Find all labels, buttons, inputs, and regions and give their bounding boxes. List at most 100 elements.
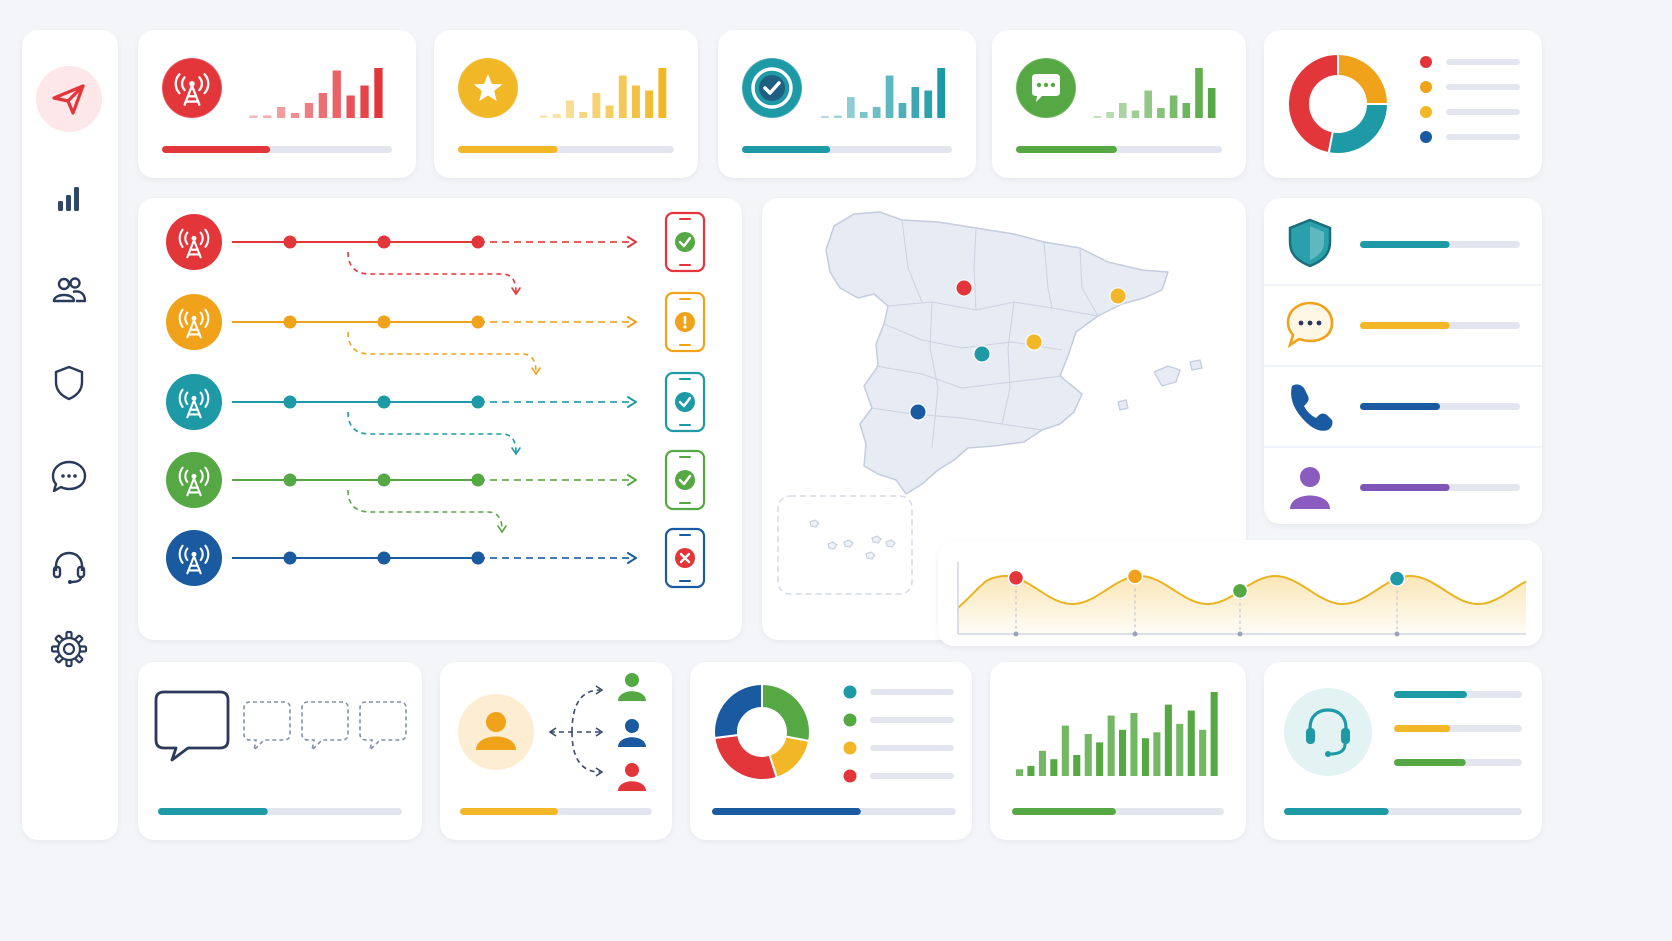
region-border: [887, 301, 1099, 317]
kpi-graphic: [1015, 57, 1222, 153]
antenna-icon: [166, 374, 222, 430]
bar: [277, 107, 286, 118]
progress-fill: [458, 146, 558, 153]
legend-dot: [1420, 131, 1432, 143]
donut-segment: [761, 682, 811, 743]
signal-flow-card: [138, 198, 742, 640]
flow-row[interactable]: [166, 371, 706, 456]
legend-line: [870, 745, 954, 751]
bar: [821, 116, 829, 118]
wave-area: [958, 576, 1526, 634]
device-status[interactable]: [664, 371, 706, 433]
device-status[interactable]: [664, 449, 706, 511]
bars-card[interactable]: [990, 662, 1246, 840]
agent-icon[interactable]: [618, 763, 646, 791]
progress-fill: [742, 146, 831, 153]
island: [843, 539, 854, 548]
legend-dot: [1420, 81, 1432, 93]
bar: [1187, 710, 1195, 776]
progress-fill: [1284, 808, 1389, 815]
bar: [1195, 68, 1203, 118]
chat-card[interactable]: [138, 662, 422, 840]
bar: [924, 90, 933, 118]
agent-icon[interactable]: [618, 719, 646, 747]
nav-settings[interactable]: [36, 616, 102, 682]
map-pin[interactable]: [910, 404, 926, 420]
donut-chart-bottom: [712, 682, 956, 815]
bar: [911, 87, 920, 118]
progress-fill: [460, 808, 558, 815]
region-border: [973, 227, 977, 311]
check-icon: [675, 470, 695, 490]
bar: [847, 97, 855, 118]
wave-marker[interactable]: [1231, 582, 1249, 600]
wave-marker[interactable]: [1126, 568, 1144, 585]
flow-node: [471, 473, 485, 487]
support-card[interactable]: [1264, 662, 1542, 840]
donut-segment: [1327, 103, 1390, 155]
kpi-card-resolved[interactable]: [718, 30, 976, 178]
map-pin[interactable]: [974, 346, 990, 362]
bar: [552, 114, 561, 118]
bar: [318, 93, 327, 118]
bar: [360, 85, 369, 118]
gear-icon: [50, 630, 88, 668]
region-border: [901, 219, 923, 303]
progress-fill: [162, 146, 271, 153]
bar: [1131, 110, 1140, 118]
channels-card: [1264, 198, 1542, 524]
progress-fill: [1360, 322, 1450, 329]
bar: [859, 112, 868, 118]
region-map[interactable]: [762, 198, 1246, 640]
donut-card-bottom[interactable]: [690, 662, 972, 840]
chat-bubble-icon: [154, 690, 230, 762]
flow-row[interactable]: [166, 291, 706, 376]
nav-messages[interactable]: [36, 444, 102, 510]
flow-node: [283, 395, 297, 409]
chat-bubble-placeholder: [243, 701, 291, 753]
bar: [1199, 729, 1207, 776]
kpi-card-rating[interactable]: [434, 30, 698, 178]
flow-row[interactable]: [166, 527, 706, 589]
device-status[interactable]: [664, 211, 706, 273]
user-icon: [1290, 467, 1330, 509]
trend-wave-chart: [957, 562, 1527, 637]
antenna-icon: [166, 530, 222, 586]
headset-icon: [1284, 688, 1372, 776]
device-status[interactable]: [664, 527, 706, 589]
kpi-card-network[interactable]: [138, 30, 416, 178]
bar: [346, 95, 355, 118]
flow-node: [377, 395, 391, 409]
bar: [618, 75, 627, 118]
wave-marker[interactable]: [1388, 570, 1406, 587]
nav-analytics[interactable]: [36, 164, 102, 230]
bar: [1084, 734, 1092, 776]
map-pin[interactable]: [1110, 288, 1126, 304]
bar: [1207, 88, 1216, 118]
routing-card[interactable]: [440, 662, 672, 840]
flow-node: [471, 551, 485, 565]
device-status[interactable]: [664, 291, 706, 353]
progress-fill: [1016, 146, 1117, 153]
map-pin[interactable]: [1026, 334, 1042, 350]
flow-node: [377, 315, 391, 329]
donut-segment: [1287, 52, 1339, 155]
flow-node: [283, 473, 297, 487]
nav-send[interactable]: [36, 66, 102, 132]
flow-row[interactable]: [166, 211, 706, 296]
bar: [1050, 759, 1058, 776]
agent-icon[interactable]: [618, 673, 646, 701]
donut-summary-card[interactable]: [1264, 30, 1542, 178]
chat-bubble-placeholder: [359, 701, 407, 753]
nav-security[interactable]: [36, 350, 102, 416]
nav-users[interactable]: [36, 256, 102, 322]
bar: [1096, 742, 1104, 776]
map-pin[interactable]: [956, 280, 972, 296]
nav-support[interactable]: [36, 534, 102, 600]
kpi-card-messages[interactable]: [992, 30, 1246, 178]
chat-bubble-icon: [1015, 57, 1077, 119]
flow-row[interactable]: [166, 449, 706, 534]
legend-dot: [843, 769, 857, 783]
kpi-graphic: [741, 57, 952, 153]
wave-marker[interactable]: [1007, 569, 1025, 587]
